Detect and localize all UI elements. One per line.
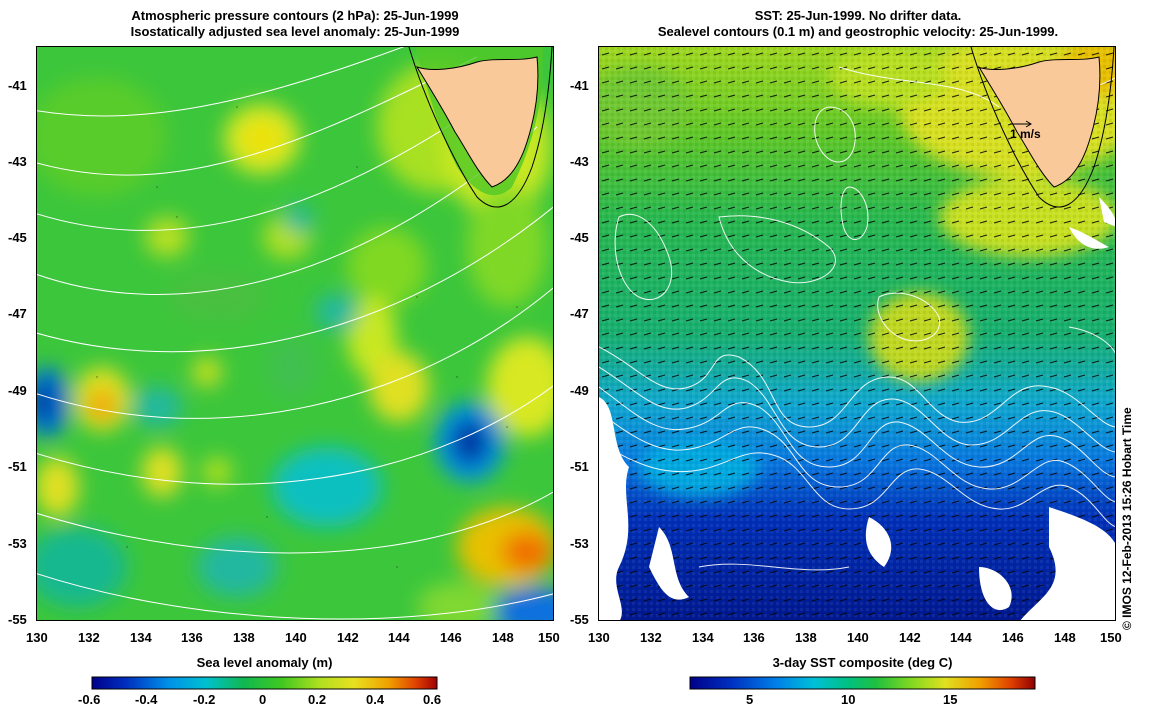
sst-colorbar bbox=[689, 676, 1036, 690]
right-x-tick: 150 bbox=[1100, 630, 1122, 645]
left-y-tick: -53 bbox=[8, 536, 27, 551]
sla-colorbar-tick: 0.2 bbox=[308, 692, 327, 707]
left-y-tick: -55 bbox=[8, 612, 27, 627]
left-map-title: Atmospheric pressure contours (2 hPa): 2… bbox=[35, 8, 555, 40]
left-x-tick: 148 bbox=[492, 630, 514, 645]
left-x-tick: 140 bbox=[285, 630, 307, 645]
sea-level-anomaly-map bbox=[36, 46, 554, 621]
pressure-contours bbox=[37, 47, 553, 620]
left-x-tick: 130 bbox=[26, 630, 48, 645]
sst-colorbar-tick: 15 bbox=[943, 692, 958, 707]
right-y-tick: -45 bbox=[570, 230, 589, 245]
right-y-tick: -43 bbox=[570, 154, 589, 169]
right-x-tick: 136 bbox=[743, 630, 765, 645]
sla-colorbar-tick: -0.4 bbox=[135, 692, 158, 707]
velocity-scale-arrow bbox=[1010, 120, 1032, 128]
right-y-tick: -53 bbox=[570, 536, 589, 551]
right-x-tick: 146 bbox=[1002, 630, 1024, 645]
right-title-line2: Sealevel contours (0.1 m) and geostrophi… bbox=[657, 24, 1059, 39]
sst-colorbar-title: 3-day SST composite (deg C) bbox=[772, 655, 953, 670]
left-x-tick: 144 bbox=[388, 630, 410, 645]
sst-cloud-gaps bbox=[599, 197, 1115, 620]
tasmania-island bbox=[970, 47, 1115, 208]
sst-colorbar-tick: 5 bbox=[746, 692, 754, 707]
sla-colorbar-tick: 0 bbox=[259, 692, 267, 707]
left-y-tick: -49 bbox=[8, 383, 27, 398]
left-x-tick: 134 bbox=[130, 630, 152, 645]
right-x-tick: 134 bbox=[692, 630, 714, 645]
left-title-line1: Atmospheric pressure contours (2 hPa): 2… bbox=[131, 8, 459, 23]
left-x-tick: 138 bbox=[233, 630, 255, 645]
right-x-tick: 148 bbox=[1054, 630, 1076, 645]
sla-colorbar-tick: -0.6 bbox=[78, 692, 101, 707]
right-map-title: SST: 25-Jun-1999. No drifter data. Seale… bbox=[598, 8, 1118, 40]
left-x-tick: 150 bbox=[538, 630, 560, 645]
sla-colorbar bbox=[91, 676, 438, 690]
left-x-tick: 132 bbox=[78, 630, 100, 645]
left-x-tick: 146 bbox=[440, 630, 462, 645]
right-y-tick: -51 bbox=[570, 459, 589, 474]
right-y-tick: -41 bbox=[570, 78, 589, 93]
left-y-tick: -47 bbox=[8, 306, 27, 321]
copyright-notice: © IMOS 12-Feb-2013 15:26 Hobart Time bbox=[1120, 407, 1134, 630]
right-x-tick: 138 bbox=[795, 630, 817, 645]
sla-colorbar-tick: 0.6 bbox=[423, 692, 442, 707]
right-y-tick: -55 bbox=[570, 612, 589, 627]
sla-colorbar-title: Sea level anomaly (m) bbox=[196, 655, 333, 670]
left-y-tick: -51 bbox=[8, 459, 27, 474]
right-y-tick: -47 bbox=[570, 306, 589, 321]
sla-colorbar-tick: 0.4 bbox=[366, 692, 385, 707]
sealevel-contours bbox=[599, 66, 1115, 571]
right-x-tick: 142 bbox=[899, 630, 921, 645]
left-x-tick: 142 bbox=[337, 630, 359, 645]
right-x-tick: 130 bbox=[588, 630, 610, 645]
left-title-line2: Isostatically adjusted sea level anomaly… bbox=[130, 24, 460, 39]
tasmania-island bbox=[408, 47, 553, 208]
left-x-tick: 136 bbox=[181, 630, 203, 645]
left-y-tick: -43 bbox=[8, 154, 27, 169]
right-x-tick: 140 bbox=[847, 630, 869, 645]
sla-map-canvas bbox=[37, 47, 553, 620]
right-x-tick: 144 bbox=[950, 630, 972, 645]
right-x-tick: 132 bbox=[640, 630, 662, 645]
sst-colorbar-tick: 10 bbox=[841, 692, 856, 707]
right-y-tick: -49 bbox=[570, 383, 589, 398]
sst-map-canvas: 1 m/s bbox=[599, 47, 1115, 620]
sla-stipple-dots bbox=[96, 106, 518, 568]
sst-map: 1 m/s bbox=[598, 46, 1116, 621]
right-title-line1: SST: 25-Jun-1999. No drifter data. bbox=[754, 8, 962, 23]
left-y-tick: -45 bbox=[8, 230, 27, 245]
left-y-tick: -41 bbox=[8, 78, 27, 93]
velocity-scale-label: 1 m/s bbox=[1010, 127, 1041, 141]
sla-colorbar-tick: -0.2 bbox=[193, 692, 216, 707]
